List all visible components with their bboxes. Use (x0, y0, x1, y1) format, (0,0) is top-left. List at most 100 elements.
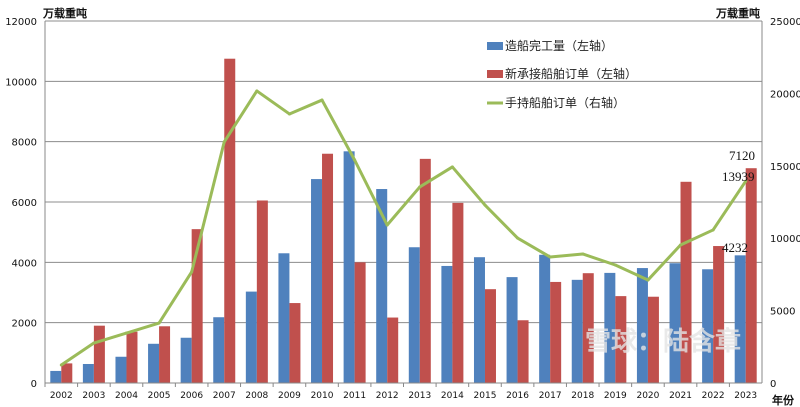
bar-completed-2018 (571, 279, 583, 383)
bar-completed-2010 (311, 179, 323, 383)
data-label-new-orders-2023: 7120 (729, 148, 755, 163)
x-tick-label: 2014 (441, 391, 464, 401)
bar-new-orders-2018 (582, 273, 594, 383)
left-tick-label: 10000 (5, 77, 37, 88)
orderbook-point-2014 (450, 165, 454, 169)
x-tick-label: 2002 (50, 391, 73, 401)
right-tick-label: 15000 (770, 162, 800, 173)
x-tick-label: 2017 (539, 391, 562, 401)
orderbook-point-2012 (385, 223, 389, 227)
bar-new-orders-2010 (322, 153, 334, 383)
bar-new-orders-2021 (680, 181, 692, 383)
axes: 0 2000 4000 6000 8000 10000 12000 0 5000 10000 150… (5, 17, 800, 401)
bar-new-orders-2005 (159, 326, 171, 383)
bar-completed-2004 (115, 356, 127, 383)
x-tick-label: 2012 (376, 391, 399, 401)
x-tick-label: 2020 (636, 391, 659, 401)
bar-new-orders-2007 (224, 58, 236, 383)
orderbook-point-2021 (679, 243, 683, 247)
legend-swatch-new-orders (487, 70, 503, 78)
orderbook-point-2020 (646, 278, 650, 282)
bar-completed-2016 (506, 277, 518, 383)
orderbook-point-2016 (516, 236, 520, 240)
bar-new-orders-2006 (191, 229, 203, 383)
x-tick-label: 2023 (734, 391, 757, 401)
x-tick-label: 2018 (571, 391, 594, 401)
bar-new-orders-2003 (93, 325, 105, 383)
left-tick-label: 2000 (12, 319, 37, 330)
legend: 造船完工量（左轴） 新承接船舶订单（左轴） 手持船舶订单（右轴） (487, 38, 637, 110)
bar-completed-2006 (180, 337, 192, 383)
x-tick-label: 2005 (148, 391, 171, 401)
bar-completed-2020 (636, 268, 648, 383)
right-tick-label: 20000 (770, 89, 800, 100)
orderbook-point-2008 (255, 89, 259, 93)
legend-label-new-orders: 新承接船舶订单（左轴） (505, 66, 637, 81)
bar-new-orders-2008 (256, 200, 268, 383)
x-tick-label: 2015 (474, 391, 497, 401)
x-axis-label: 年份 (772, 393, 795, 407)
line-series (59, 89, 748, 367)
x-tick-label: 2007 (213, 391, 236, 401)
right-tick-label: 10000 (770, 234, 800, 245)
orderbook-point-2019 (613, 263, 617, 267)
bar-completed-2021 (669, 263, 681, 383)
left-tick-label: 0 (31, 379, 37, 390)
left-axis-unit: 万载重吨 (42, 6, 87, 20)
legend-label-orderbook: 手持船舶订单（右轴） (505, 95, 625, 110)
watermark: 雪球：陆含章 (585, 326, 741, 357)
right-tick-label: 25000 (770, 17, 800, 28)
orderbook-point-2015 (483, 203, 487, 207)
left-tick-label: 4000 (12, 258, 37, 269)
x-tick-label: 2003 (82, 391, 105, 401)
bar-completed-2023 (734, 255, 746, 383)
orderbook-point-2002 (59, 363, 63, 367)
bar-new-orders-2013 (419, 158, 431, 383)
right-tick-label: 0 (770, 379, 776, 390)
bar-completed-2015 (473, 257, 485, 383)
x-tick-label: 2011 (343, 391, 366, 401)
bar-completed-2007 (213, 317, 225, 383)
bar-completed-2008 (245, 291, 257, 383)
orderbook-point-2022 (711, 228, 715, 232)
gridlines (45, 20, 762, 384)
x-tick-label: 2008 (245, 391, 268, 401)
legend-swatch-completed (487, 42, 503, 50)
bar-new-orders-2017 (550, 281, 562, 383)
right-axis-unit: 万载重吨 (715, 6, 760, 20)
x-tick-label: 2009 (278, 391, 301, 401)
orderbook-point-2010 (320, 98, 324, 102)
left-tick-label: 6000 (12, 198, 37, 209)
bar-new-orders-2011 (354, 262, 366, 383)
bar-new-orders-2020 (647, 296, 659, 383)
orderbook-point-2013 (418, 185, 422, 189)
bar-completed-2011 (343, 151, 355, 383)
left-tick-label: 12000 (5, 17, 37, 28)
orderbook-point-2007 (222, 140, 226, 144)
bar-completed-2014 (441, 265, 453, 383)
bar-new-orders-2014 (452, 202, 464, 383)
orderbook-point-2006 (190, 270, 194, 274)
bar-completed-2022 (702, 269, 714, 383)
bar-new-orders-2015 (484, 289, 496, 383)
data-label-orderbook-2023: 13939 (722, 169, 755, 184)
bar-new-orders-2016 (517, 320, 529, 383)
orderbook-point-2004 (124, 331, 128, 335)
bar-completed-2002 (50, 370, 62, 383)
bar-completed-2009 (278, 253, 290, 383)
bar-new-orders-2012 (387, 317, 399, 383)
bar-new-orders-2022 (713, 246, 725, 383)
bar-new-orders-2002 (61, 363, 73, 383)
orderbook-point-2017 (548, 255, 552, 259)
left-tick-label: 8000 (12, 138, 37, 149)
orderbook-point-2023 (744, 179, 748, 183)
bar-new-orders-2023 (745, 168, 757, 383)
bar-completed-2005 (148, 343, 160, 383)
bar-completed-2003 (82, 363, 94, 383)
bar-completed-2019 (604, 272, 616, 383)
x-tick-label: 2004 (115, 391, 138, 401)
orderbook-point-2011 (353, 158, 357, 162)
x-tick-label: 2013 (408, 391, 431, 401)
